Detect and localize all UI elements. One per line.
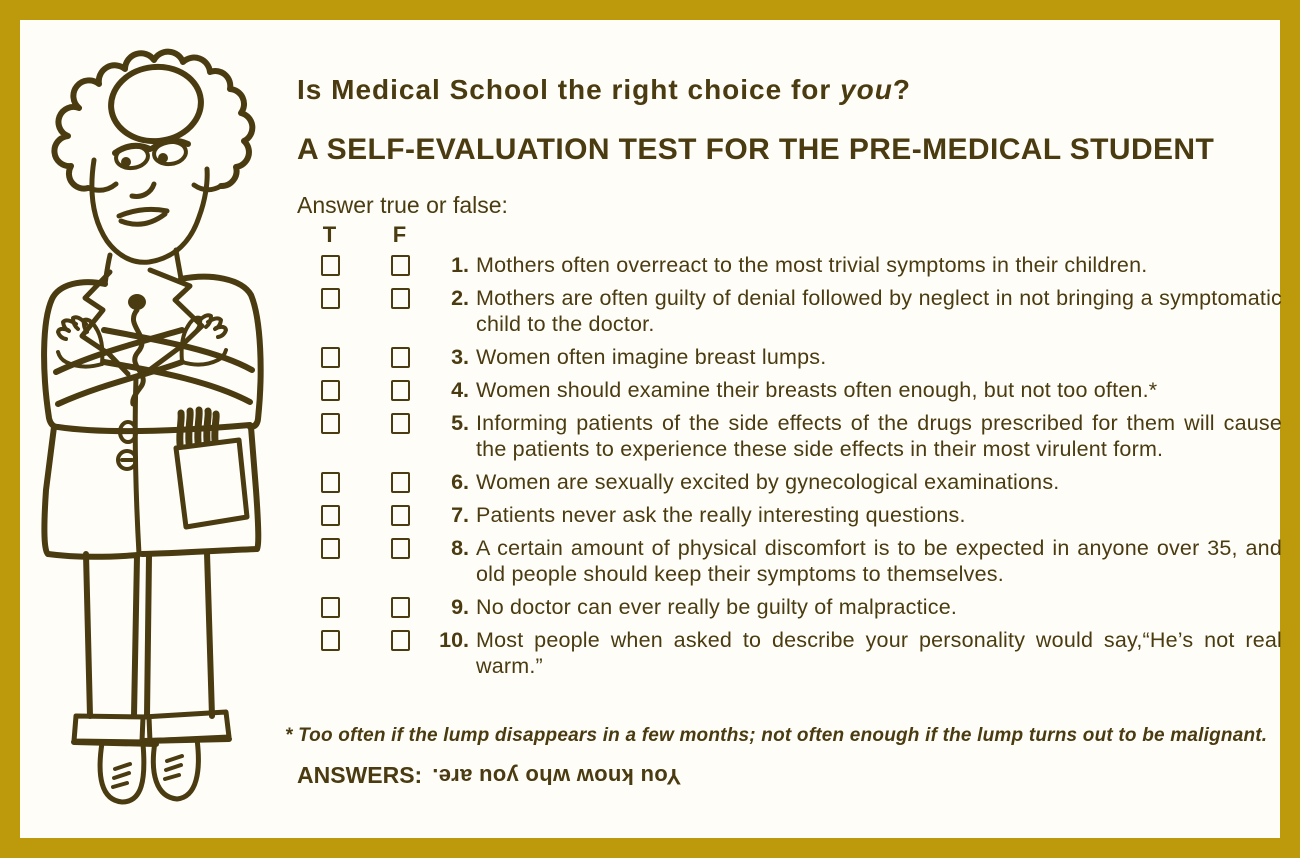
question-text: Women should examine their breasts often… bbox=[476, 378, 1158, 402]
question-number: 8. bbox=[451, 536, 469, 560]
question-number: 3. bbox=[451, 345, 469, 369]
true-checkbox[interactable] bbox=[321, 380, 340, 401]
question-row: 5. Informing patients of the side effect… bbox=[321, 410, 1282, 462]
false-checkbox[interactable] bbox=[391, 380, 410, 401]
upside-down-answer-text: You know who you are. bbox=[432, 764, 682, 789]
doctor-face bbox=[89, 137, 210, 265]
question-number: 1. bbox=[451, 253, 469, 277]
question-text: A certain amount of physical discomfort … bbox=[476, 536, 1282, 586]
head-mirror bbox=[108, 63, 204, 145]
false-checkbox[interactable] bbox=[391, 472, 410, 493]
question-row: 1. Mothers often overreact to the most t… bbox=[321, 252, 1282, 278]
title-suffix: ? bbox=[892, 74, 911, 105]
coat-pocket-with-pens bbox=[173, 406, 250, 530]
true-checkbox[interactable] bbox=[321, 538, 340, 559]
title-emphasis: you bbox=[840, 74, 893, 105]
question-text: Most people when asked to describe your … bbox=[476, 628, 1282, 678]
right-hand bbox=[179, 313, 228, 367]
question-number: 10. bbox=[439, 628, 469, 652]
true-checkbox[interactable] bbox=[321, 347, 340, 368]
true-checkbox[interactable] bbox=[321, 630, 340, 651]
question-row: 9. No doctor can ever really be guilty o… bbox=[321, 594, 1282, 620]
question-text: Patients never ask the really interestin… bbox=[476, 503, 966, 527]
false-checkbox[interactable] bbox=[391, 505, 410, 526]
left-hand bbox=[56, 315, 105, 369]
true-checkbox[interactable] bbox=[321, 255, 340, 276]
false-checkbox[interactable] bbox=[391, 347, 410, 368]
doctor-cartoon-illustration bbox=[41, 48, 264, 805]
crossed-arms bbox=[53, 327, 255, 407]
doctor-coat bbox=[41, 267, 264, 560]
question-row: 2. Mothers are often guilty of denial fo… bbox=[321, 285, 1282, 337]
question-text: Informing patients of the side effects o… bbox=[476, 411, 1282, 461]
question-row: 8. A certain amount of physical discomfo… bbox=[321, 535, 1282, 587]
question-text: Women often imagine breast lumps. bbox=[476, 345, 827, 369]
true-checkbox[interactable] bbox=[321, 505, 340, 526]
question-text: No doctor can ever really be guilty of m… bbox=[476, 595, 958, 619]
question-row: 7. Patients never ask the really interes… bbox=[321, 502, 1282, 528]
question-number: 9. bbox=[451, 595, 469, 619]
false-checkbox[interactable] bbox=[391, 288, 410, 309]
true-checkbox[interactable] bbox=[321, 288, 340, 309]
question-row: 10. Most people when asked to describe y… bbox=[321, 627, 1282, 679]
question-text: Mothers often overreact to the most triv… bbox=[476, 253, 1148, 277]
false-column-header: F bbox=[392, 222, 407, 247]
true-checkbox[interactable] bbox=[321, 413, 340, 434]
true-checkbox[interactable] bbox=[321, 597, 340, 618]
doctor-hair bbox=[51, 48, 256, 193]
question-number: 4. bbox=[451, 378, 469, 402]
question-number: 7. bbox=[451, 503, 469, 527]
question-text: Mothers are often guilty of denial follo… bbox=[476, 286, 1282, 336]
true-false-quiz: T F 1. Mothers often overreact to the mo… bbox=[297, 222, 1282, 686]
question-row: 4. Women should examine their breasts of… bbox=[321, 377, 1282, 403]
page-title: Is Medical School the right choice for y… bbox=[297, 74, 1282, 106]
trouser-legs bbox=[71, 550, 232, 747]
false-checkbox[interactable] bbox=[391, 255, 410, 276]
footnote-text: * Too often if the lump disappears in a … bbox=[285, 725, 1268, 746]
question-number: 6. bbox=[451, 470, 469, 494]
question-text: Women are sexually excited by gynecologi… bbox=[476, 470, 1060, 494]
coat-buttons bbox=[116, 420, 138, 471]
false-checkbox[interactable] bbox=[391, 413, 410, 434]
shoes bbox=[97, 736, 201, 805]
instruction-text: Answer true or false: bbox=[297, 192, 508, 218]
answers-label: ANSWERS: bbox=[297, 762, 423, 788]
column-headers: T F bbox=[321, 222, 1282, 248]
false-checkbox[interactable] bbox=[391, 630, 410, 651]
title-prefix: Is Medical School the right choice for bbox=[297, 74, 841, 105]
answers-line: ANSWERS: You know who you are. bbox=[297, 762, 681, 789]
true-column-header: T bbox=[322, 222, 337, 247]
question-number: 2. bbox=[451, 286, 469, 310]
false-checkbox[interactable] bbox=[391, 597, 410, 618]
false-checkbox[interactable] bbox=[391, 538, 410, 559]
question-row: 6. Women are sexually excited by gynecol… bbox=[321, 469, 1282, 495]
question-row: 3. Women often imagine breast lumps. bbox=[321, 344, 1282, 370]
paper-sheet: Is Medical School the right choice for y… bbox=[20, 20, 1282, 838]
true-checkbox[interactable] bbox=[321, 472, 340, 493]
page-subtitle: A SELF-EVALUATION TEST FOR THE PRE-MEDIC… bbox=[297, 133, 1215, 166]
question-number: 5. bbox=[451, 411, 469, 435]
